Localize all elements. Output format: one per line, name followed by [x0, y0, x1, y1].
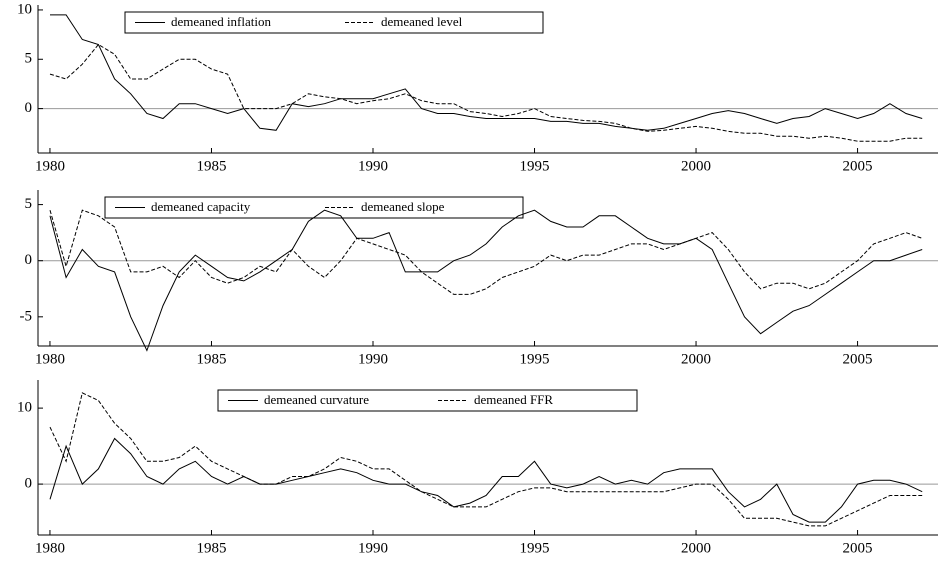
legend-label: demeaned FFR	[474, 392, 553, 407]
x-tick-label: 1990	[358, 158, 388, 174]
x-tick-label: 2000	[681, 158, 711, 174]
x-tick-label: 2005	[843, 540, 873, 556]
legend-label: demeaned inflation	[171, 14, 271, 29]
x-tick-label: 1980	[35, 540, 65, 556]
series-line	[49, 209, 923, 352]
x-tick-label: 2000	[681, 351, 711, 367]
y-tick-label: 10	[17, 1, 32, 17]
x-tick-label: 1985	[196, 351, 226, 367]
y-tick-label: 5	[25, 51, 33, 67]
x-tick-label: 1995	[520, 540, 550, 556]
series-line	[49, 209, 923, 295]
x-tick-label: 1985	[196, 540, 226, 556]
legend-label: demeaned level	[381, 14, 463, 29]
x-tick-label: 2005	[843, 351, 873, 367]
legend-label: demeaned capacity	[151, 199, 251, 214]
series-line	[49, 392, 923, 527]
x-tick-label: 1995	[520, 158, 550, 174]
legend-box	[217, 389, 638, 412]
x-tick-label: 2000	[681, 540, 711, 556]
series-line	[49, 43, 923, 142]
x-tick-label: 1980	[35, 351, 65, 367]
y-tick-label: -5	[20, 308, 33, 324]
y-tick-label: 5	[25, 196, 33, 212]
series-line	[50, 14, 923, 131]
x-tick-label: 2005	[843, 158, 873, 174]
x-tick-label: 1990	[358, 351, 388, 367]
y-tick-label: 0	[25, 252, 33, 268]
legend-label: demeaned curvature	[264, 392, 369, 407]
x-tick-label: 1985	[196, 158, 226, 174]
y-tick-label: 0	[25, 476, 33, 492]
y-tick-label: 10	[17, 400, 32, 416]
y-tick-label: 0	[25, 100, 33, 116]
series-line	[49, 437, 923, 523]
x-tick-label: 1990	[358, 540, 388, 556]
x-tick-label: 1995	[520, 351, 550, 367]
legend-box	[124, 11, 544, 34]
legend-label: demeaned slope	[361, 199, 445, 214]
x-tick-label: 1980	[35, 158, 65, 174]
